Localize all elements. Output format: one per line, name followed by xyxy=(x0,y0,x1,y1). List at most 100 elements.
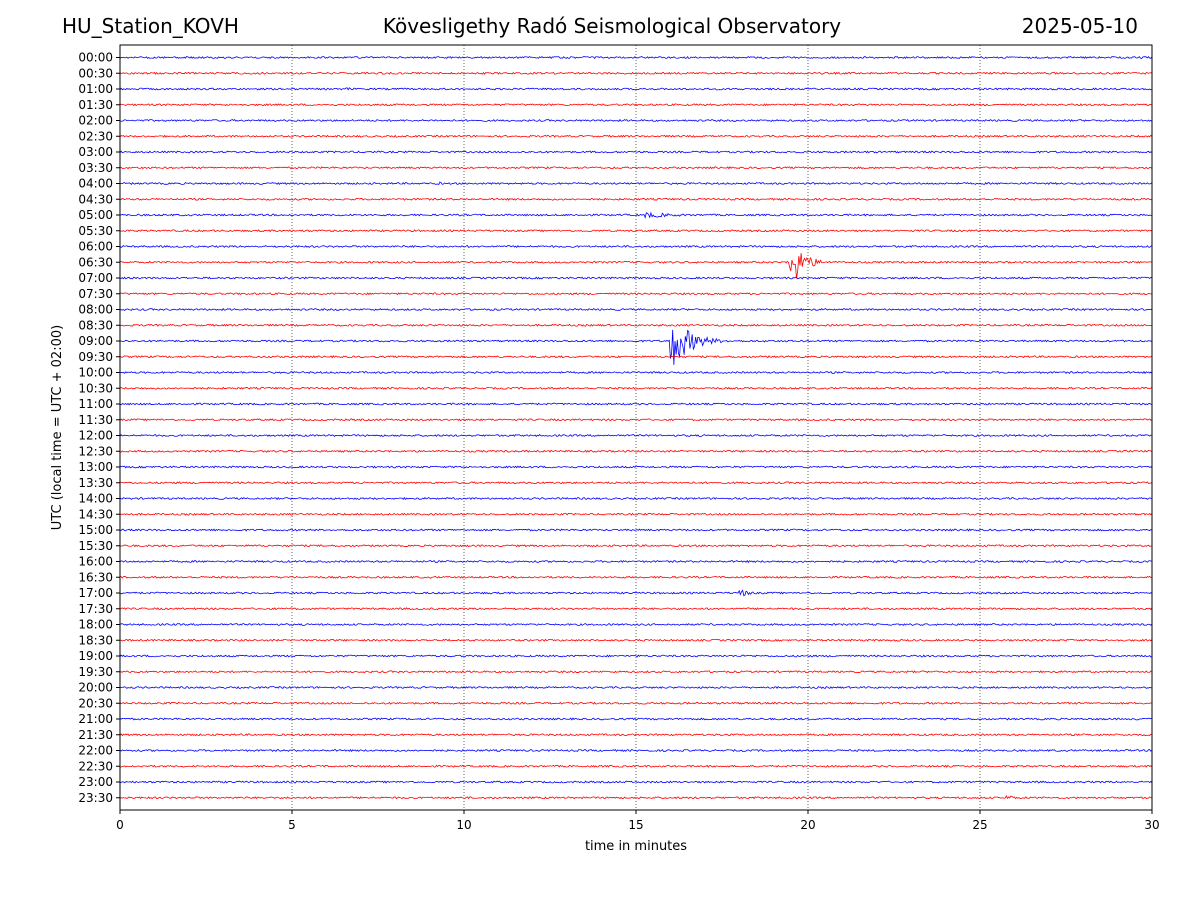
trace-0330 xyxy=(119,166,1153,170)
y-tick-label: 19:30 xyxy=(78,665,113,679)
station-name: HU_Station_KOVH xyxy=(62,14,239,38)
trace-1900 xyxy=(119,654,1153,658)
trace-2330 xyxy=(119,795,1153,800)
trace-0300 xyxy=(119,150,1153,154)
y-tick-label: 04:30 xyxy=(78,192,113,206)
y-tick-label: 03:00 xyxy=(78,145,113,159)
x-tick-label: 0 xyxy=(116,818,124,832)
y-tick-label: 19:00 xyxy=(78,649,113,663)
y-tick-label: 08:00 xyxy=(78,303,113,317)
y-tick-label: 15:30 xyxy=(78,539,113,553)
y-tick-label: 05:30 xyxy=(78,224,113,238)
chart-title: Kövesligethy Radó Seismological Observat… xyxy=(382,14,842,38)
y-tick-label: 06:30 xyxy=(78,255,113,269)
y-tick-label: 14:00 xyxy=(78,492,113,506)
y-tick-label: 18:30 xyxy=(78,633,113,647)
trace-1430 xyxy=(119,512,1153,516)
y-tick-label: 17:00 xyxy=(78,586,113,600)
y-tick-label: 23:30 xyxy=(78,791,113,805)
y-tick-label: 04:00 xyxy=(78,177,113,191)
trace-1130 xyxy=(119,418,1153,422)
y-tick-label: 08:30 xyxy=(78,318,113,332)
y-tick-label: 16:00 xyxy=(78,555,113,569)
y-tick-label: 20:30 xyxy=(78,696,113,710)
trace-0430 xyxy=(119,197,1153,201)
trace-0930 xyxy=(119,355,1153,359)
y-tick-label: 21:30 xyxy=(78,728,113,742)
trace-1400 xyxy=(119,496,1153,501)
trace-0000 xyxy=(119,55,1153,60)
trace-0800 xyxy=(119,307,1153,312)
y-tick-label: 11:30 xyxy=(78,413,113,427)
trace-0030 xyxy=(119,71,1153,75)
trace-1230 xyxy=(119,449,1153,453)
trace-1700 xyxy=(119,589,1153,597)
trace-0400 xyxy=(119,181,1153,186)
x-tick-label: 30 xyxy=(1144,818,1159,832)
trace-1030 xyxy=(119,386,1153,390)
y-tick-label: 12:00 xyxy=(78,429,113,443)
trace-2200 xyxy=(119,748,1153,753)
trace-0230 xyxy=(119,134,1153,138)
trace-1630 xyxy=(119,575,1153,579)
trace-0500 xyxy=(119,211,1153,219)
trace-2300 xyxy=(119,780,1153,784)
trace-1600 xyxy=(119,559,1153,564)
trace-0730 xyxy=(119,292,1153,296)
trace-1530 xyxy=(119,544,1153,548)
y-tick-label: 22:30 xyxy=(78,759,113,773)
trace-0630 xyxy=(119,253,1153,279)
y-tick-label: 10:00 xyxy=(78,366,113,380)
chart-date: 2025-05-10 xyxy=(1021,14,1138,38)
y-tick-label: 05:00 xyxy=(78,208,113,222)
trace-1300 xyxy=(119,465,1153,469)
grid-lines xyxy=(291,45,981,810)
trace-0900 xyxy=(119,329,1153,365)
trace-0830 xyxy=(119,323,1153,327)
x-tick-label: 5 xyxy=(288,818,296,832)
y-tick-label: 17:30 xyxy=(78,602,113,616)
y-tick-label: 23:00 xyxy=(78,775,113,789)
trace-2030 xyxy=(119,701,1153,705)
y-tick-label: 16:30 xyxy=(78,570,113,584)
y-axis-label: UTC (local time = UTC + 02:00) xyxy=(50,325,65,530)
y-tick-label: 07:00 xyxy=(78,271,113,285)
trace-1800 xyxy=(119,622,1153,626)
trace-2000 xyxy=(119,685,1153,690)
trace-2100 xyxy=(119,717,1153,721)
trace-1500 xyxy=(119,528,1153,532)
y-tick-label: 02:00 xyxy=(78,114,113,128)
x-tick-label: 20 xyxy=(800,818,815,832)
trace-1330 xyxy=(119,481,1153,485)
y-tick-label: 12:30 xyxy=(78,444,113,458)
y-tick-label: 11:00 xyxy=(78,397,113,411)
x-axis-label: time in minutes xyxy=(585,839,687,854)
y-tick-label: 07:30 xyxy=(78,287,113,301)
y-tick-label: 13:00 xyxy=(78,460,113,474)
y-tick-label: 14:30 xyxy=(78,507,113,521)
y-tick-label: 09:00 xyxy=(78,334,113,348)
y-tick-label: 00:30 xyxy=(78,66,113,80)
y-tick-label: 02:30 xyxy=(78,129,113,143)
y-tick-label: 13:30 xyxy=(78,476,113,490)
trace-1930 xyxy=(119,670,1153,674)
trace-0100 xyxy=(119,87,1153,91)
x-tick-label: 15 xyxy=(628,818,643,832)
y-tick-label: 03:30 xyxy=(78,161,113,175)
y-tick-label: 10:30 xyxy=(78,381,113,395)
trace-2230 xyxy=(119,764,1153,768)
y-tick-label: 20:00 xyxy=(78,681,113,695)
y-tick-label: 06:00 xyxy=(78,240,113,254)
trace-1200 xyxy=(119,433,1153,437)
trace-1100 xyxy=(119,402,1153,406)
y-tick-label: 21:00 xyxy=(78,712,113,726)
y-tick-label: 18:00 xyxy=(78,618,113,632)
y-tick-label: 15:00 xyxy=(78,523,113,537)
x-axis: 0 5 10 15 20 25 30 xyxy=(116,810,1160,832)
trace-0200 xyxy=(120,118,1153,123)
trace-0130 xyxy=(119,103,1153,107)
trace-2130 xyxy=(119,733,1153,737)
y-tick-label: 01:30 xyxy=(78,98,113,112)
